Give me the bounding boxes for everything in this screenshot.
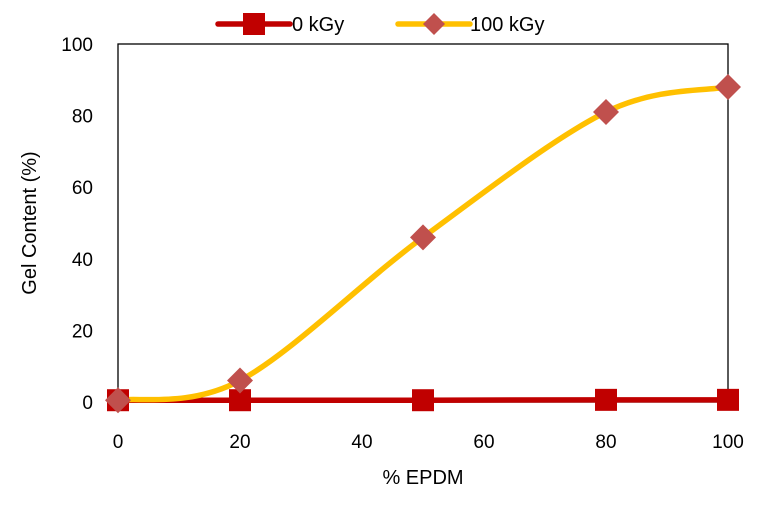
legend: 0 kGy 100 kGy <box>215 13 544 36</box>
y-tick-label: 80 <box>72 107 93 128</box>
diamond-marker <box>593 99 619 126</box>
x-axis-ticks: 0 20 40 60 80 100 <box>113 432 744 453</box>
x-tick-label: 20 <box>229 432 250 453</box>
legend-label: 100 kGy <box>470 14 544 36</box>
legend-item: 0 kGy <box>215 13 344 36</box>
diamond-marker <box>227 367 253 394</box>
y-tick-label: 100 <box>61 35 93 56</box>
x-tick-label: 80 <box>595 432 616 453</box>
legend-item: 100 kGy <box>395 13 544 36</box>
square-marker <box>717 388 739 411</box>
square-marker <box>595 388 617 411</box>
y-tick-label: 60 <box>72 178 93 199</box>
y-tick-label: 40 <box>72 250 93 271</box>
y-axis-ticks: 0 20 40 60 80 100 <box>61 35 93 414</box>
legend-label: 0 kGy <box>292 14 344 36</box>
diamond-marker <box>715 73 741 100</box>
x-tick-label: 0 <box>113 432 124 453</box>
diamond-marker <box>105 387 131 414</box>
x-tick-label: 100 <box>712 432 744 453</box>
series-markers-100-kgy <box>105 73 741 414</box>
legend-square-marker <box>243 13 265 35</box>
y-axis-title: Gel Content (%) <box>19 151 41 294</box>
x-tick-label: 40 <box>351 432 372 453</box>
series-layer <box>105 73 741 414</box>
y-tick-label: 0 <box>82 393 93 414</box>
diamond-marker <box>410 224 436 251</box>
x-axis-title: % EPDM <box>382 467 463 489</box>
legend-diamond-marker <box>423 13 445 35</box>
square-marker <box>412 389 434 412</box>
x-tick-label: 60 <box>473 432 494 453</box>
y-tick-label: 20 <box>72 321 93 342</box>
square-marker <box>229 389 251 412</box>
